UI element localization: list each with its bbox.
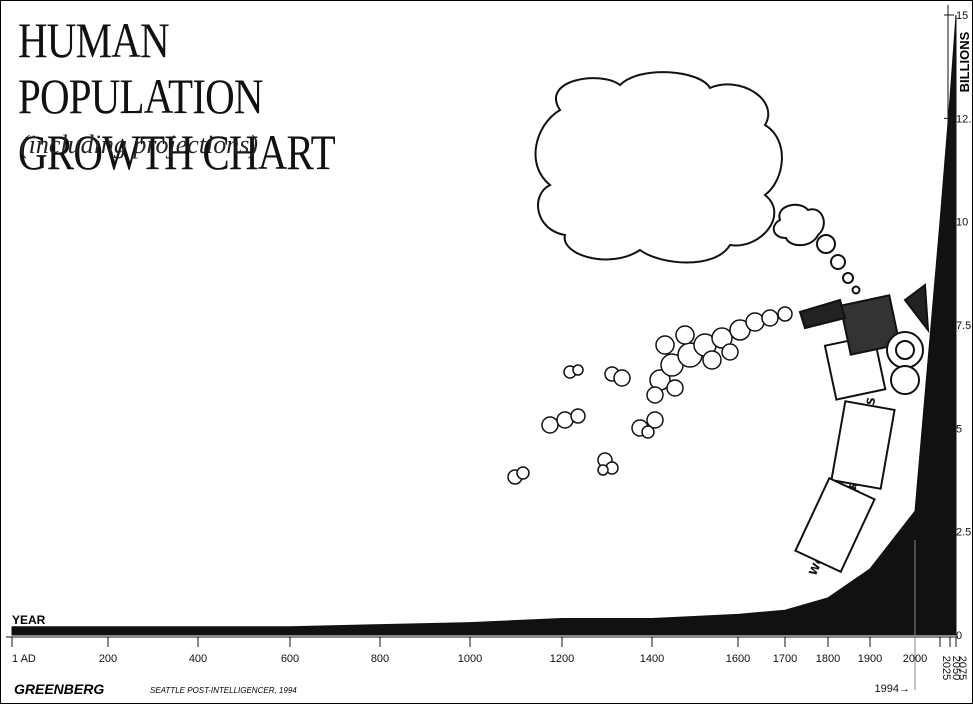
x-tick-label: 2075 <box>956 656 968 680</box>
credit: SEATTLE POST-INTELLIGENCER, 1994 <box>150 686 297 695</box>
x-tick-label: 1000 <box>458 653 482 665</box>
x-tick-label: 1700 <box>773 653 797 665</box>
y-tick-label: 10 <box>956 217 968 229</box>
y-tick-label: 7.5 <box>956 320 971 332</box>
x-tick-label: 1200 <box>550 653 574 665</box>
x-tick-label: 1900 <box>858 653 882 665</box>
y-tick-label: 5 <box>956 423 962 435</box>
x-tick-label: 200 <box>99 653 117 665</box>
smoke <box>508 307 792 484</box>
artist-signature: GREENBERG <box>14 681 104 697</box>
y-tick-label: 2.5 <box>956 527 971 539</box>
y-axis-label: BILLIONS <box>957 31 972 92</box>
y-tick-label: 12.5 <box>956 113 973 125</box>
thought-bubble <box>536 72 860 293</box>
x-tick-label: 600 <box>281 653 299 665</box>
x-axis-label: YEAR <box>12 613 46 627</box>
current-year-annotation: 1994→ <box>875 683 910 695</box>
x-tick-label: 400 <box>189 653 207 665</box>
chart-subtitle: (including projections) <box>20 130 258 160</box>
x-tick-label: 1 AD <box>12 653 36 665</box>
x-tick-label: 1800 <box>816 653 840 665</box>
y-tick-label: 15 <box>956 10 968 22</box>
x-tick-label: 1400 <box>640 653 664 665</box>
x-tick-label: 800 <box>371 653 389 665</box>
x-tick-label: 1600 <box>726 653 750 665</box>
y-tick-label: 0 <box>956 630 962 642</box>
